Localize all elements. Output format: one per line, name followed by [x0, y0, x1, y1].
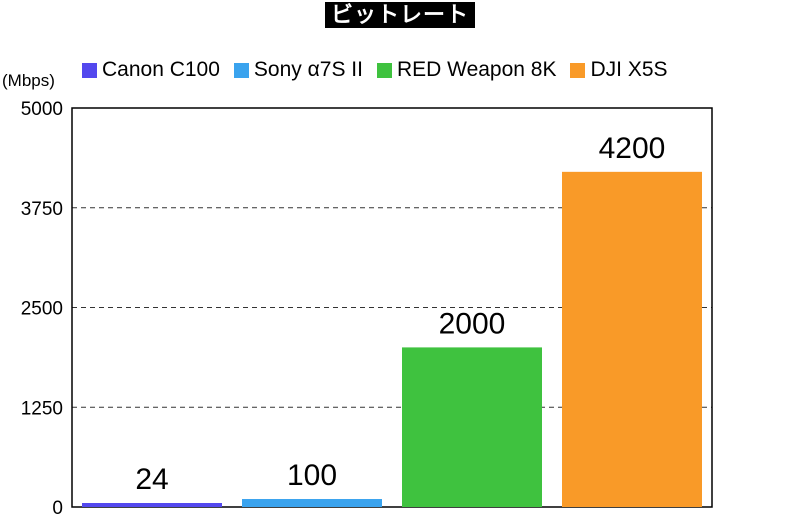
bar-value-label: 100: [287, 459, 337, 492]
y-tick-label: 1250: [21, 398, 63, 419]
y-tick-label: 0: [52, 498, 63, 518]
bar: [562, 171, 702, 507]
y-tick-label: 2500: [21, 299, 63, 320]
bar: [82, 503, 222, 507]
bar-value-label: 24: [135, 463, 168, 496]
legend-item-red: RED Weapon 8K: [376, 58, 557, 82]
legend-swatch: [376, 62, 392, 78]
y-tick-label: 5000: [21, 99, 63, 120]
bar-value-label: 4200: [599, 132, 666, 165]
legend-label: DJI X5S: [590, 58, 668, 81]
legend-item-dji: DJI X5S: [570, 58, 668, 82]
bar-value-label: 2000: [439, 307, 506, 340]
chart-title: ビットレート: [324, 2, 475, 28]
bar: [402, 347, 542, 507]
legend-label: RED Weapon 8K: [396, 58, 557, 81]
legend-swatch: [82, 62, 97, 78]
legend-swatch: [233, 62, 249, 78]
legend-swatch: [570, 62, 586, 78]
legend-item-canon: Canon C100: [82, 58, 220, 82]
y-tick-label: 3750: [21, 199, 63, 220]
legend-item-sony: Sony α7S II: [233, 58, 363, 82]
y-axis-unit-label: (Mbps): [2, 71, 55, 90]
legend-label: Sony α7S II: [253, 58, 363, 81]
bar: [242, 499, 382, 507]
plot-frame: [71, 107, 713, 508]
legend-label: Canon C100: [102, 58, 220, 81]
chart-legend: Canon C100 Sony α7S II RED Weapon 8K DJI…: [82, 58, 682, 82]
